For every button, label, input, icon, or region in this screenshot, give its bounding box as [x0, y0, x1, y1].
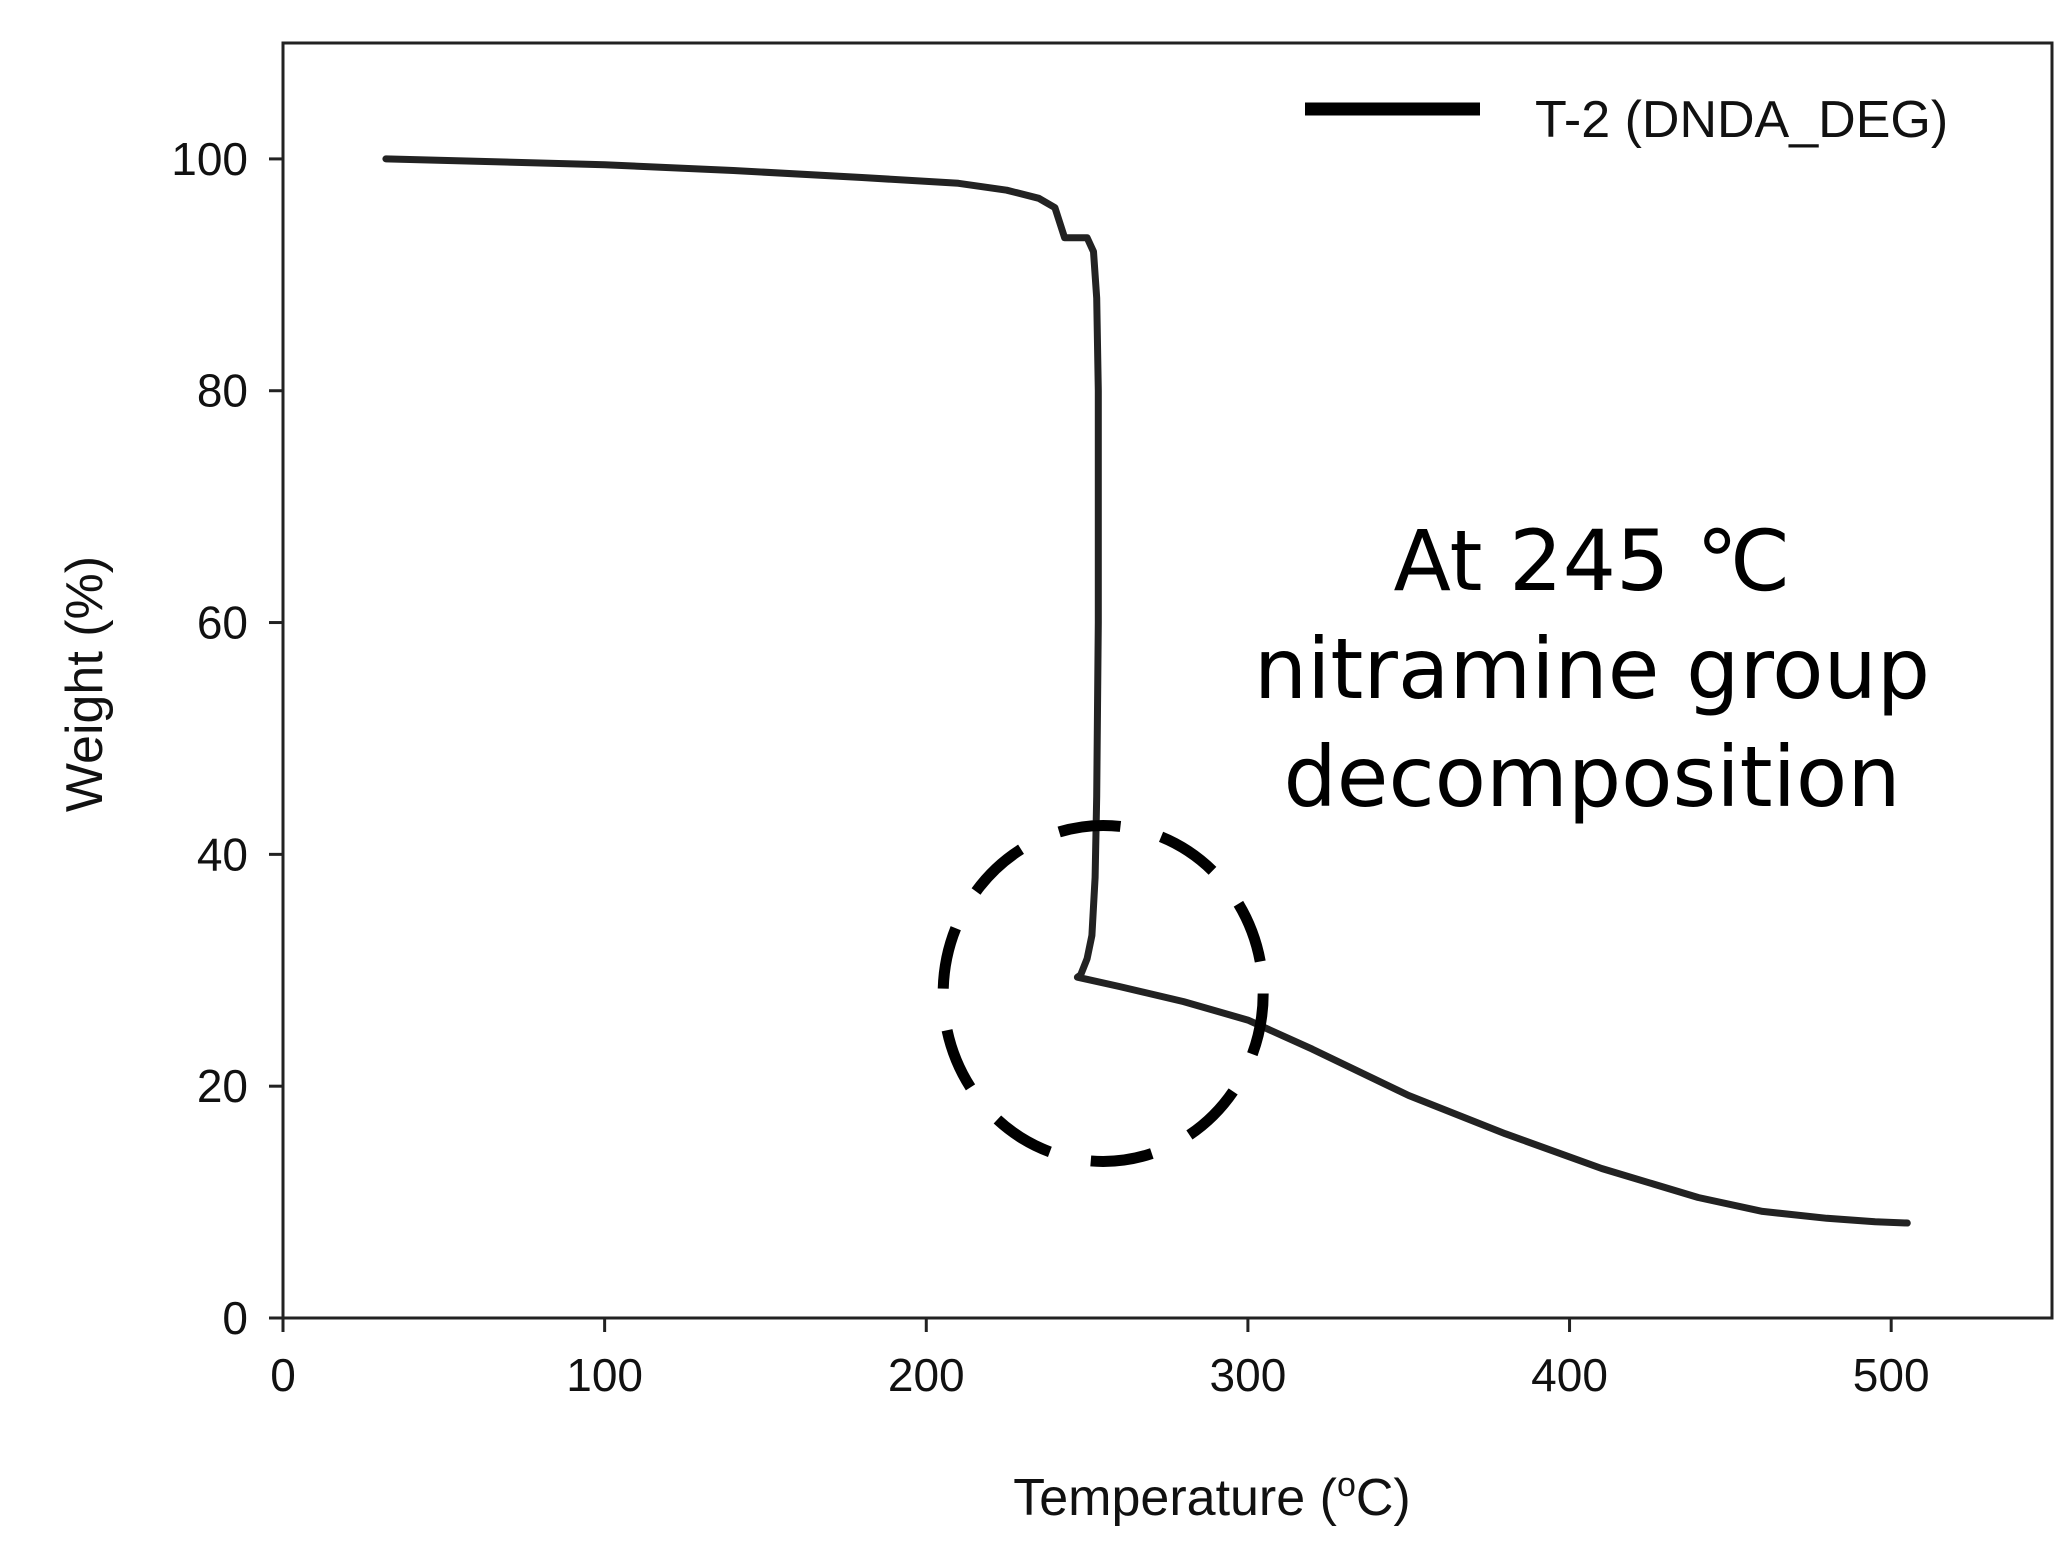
annotation-line-1: At 245 ℃ [1394, 512, 1791, 610]
y-tick-label: 100 [171, 133, 248, 185]
x-axis-title: Temperature (oC) [1013, 1466, 1410, 1527]
y-tick-label: 0 [222, 1292, 248, 1344]
y-tick-label: 40 [197, 828, 248, 880]
x-tick-label: 300 [1210, 1349, 1287, 1401]
y-axis-title: Weight (%) [56, 556, 114, 812]
plot-frame [281, 41, 2054, 1320]
highlight-circle [937, 819, 1269, 1167]
x-tick-label: 0 [270, 1349, 296, 1401]
axis-tick-labels: 0 100 200 300 400 500 0 20 40 60 80 100 [171, 133, 1929, 1401]
x-tick-label: 400 [1531, 1349, 1608, 1401]
legend-label: T-2 (DNDA_DEG) [1535, 91, 1948, 149]
x-tick-label: 500 [1853, 1349, 1930, 1401]
y-tick-label: 80 [197, 365, 248, 417]
annotation-line-2: nitramine group [1254, 620, 1930, 718]
series-line-t2 [382, 155, 1911, 1227]
y-tick-label: 20 [197, 1060, 248, 1112]
x-tick-label: 100 [566, 1349, 643, 1401]
x-tick-label: 200 [888, 1349, 965, 1401]
y-tick-label: 60 [197, 597, 248, 649]
annotation-line-3: decomposition [1283, 728, 1900, 826]
axis-ticks [269, 157, 1893, 1332]
